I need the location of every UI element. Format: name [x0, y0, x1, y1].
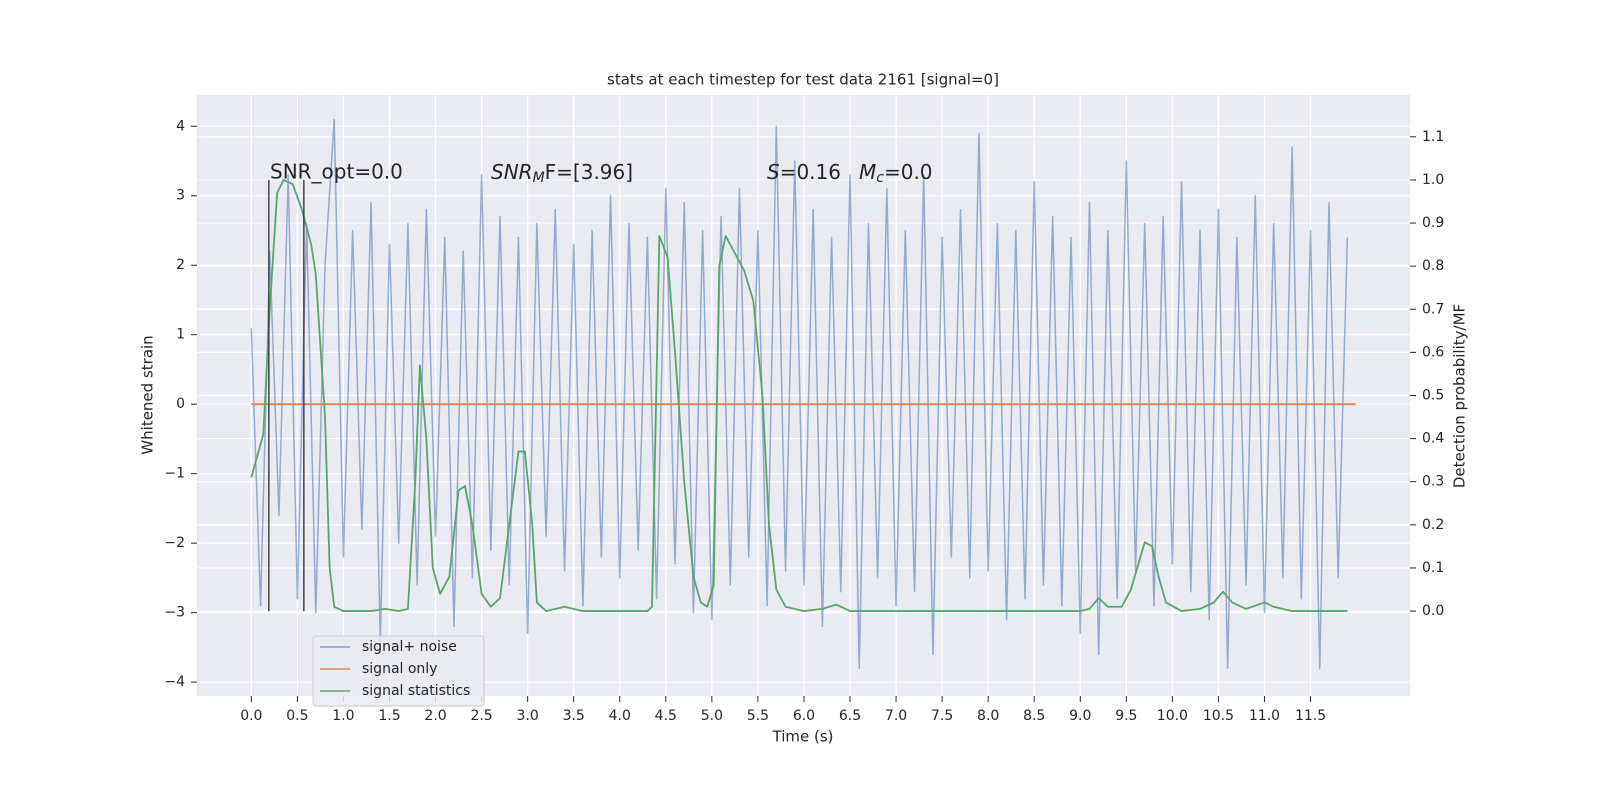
x-tick-label: 0.5: [286, 708, 308, 724]
y2-tick-label: 0.2: [1422, 517, 1444, 533]
y-tick-label: 4: [176, 118, 185, 134]
x-tick-label: 10.0: [1157, 708, 1188, 724]
annotation-part: S: [767, 160, 780, 184]
x-tick-label: 9.5: [1115, 708, 1137, 724]
axes: 0.0 0.5 1.0 1.5 2.0 2.5 3.0 3.5 4.0 4.5 5.0 5.5 6.0 6…: [164, 118, 1444, 724]
x-tick-label: 4.5: [655, 708, 677, 724]
y2-tick-label: 0.4: [1422, 431, 1444, 447]
x-tick-label: 4.0: [609, 708, 631, 724]
y-tick-label: −3: [164, 605, 185, 621]
x-tick-label: 2.0: [424, 708, 446, 724]
x-tick-label: 6.0: [793, 708, 815, 724]
annotation-part: M: [859, 160, 876, 184]
y2-axis-label: Detection probability/MF: [1451, 304, 1469, 488]
x-tick-label: 8.0: [977, 708, 999, 724]
annotation-sub: M: [533, 170, 545, 186]
annotation-sub: c: [876, 170, 884, 186]
x-tick-label: 11.0: [1249, 708, 1280, 724]
annotation-part: SNR: [491, 160, 533, 184]
y2-tick-label: 0.9: [1422, 215, 1444, 231]
legend-label: signal+ noise: [362, 639, 457, 655]
y-tick-label: 3: [176, 188, 185, 204]
y-tick-label: −1: [164, 466, 185, 482]
series-line: [250, 179, 1348, 612]
x-tick-label: 3.0: [517, 708, 539, 724]
x-tick-label: 5.5: [747, 708, 769, 724]
x-tick-label: 0.0: [240, 708, 262, 724]
x-tick-label: 11.5: [1295, 708, 1326, 724]
y2-tick-label: 1.0: [1422, 172, 1444, 188]
annotation-part: =0.16: [780, 160, 841, 184]
x-tick-label: 9.0: [1069, 708, 1091, 724]
x-axis-label: Time (s): [772, 728, 834, 746]
x-tick-label: 3.5: [563, 708, 585, 724]
y-tick-label: −2: [164, 535, 185, 551]
x-tick-label: 5.0: [701, 708, 723, 724]
y2-tick-label: 1.1: [1422, 129, 1444, 145]
x-tick-label: 7.0: [885, 708, 907, 724]
x-tick-label: 1.5: [378, 708, 400, 724]
y2-tick-label: 0.3: [1422, 474, 1444, 490]
y2-tick-label: 0.0: [1422, 603, 1444, 619]
chart-title: stats at each timestep for test data 216…: [607, 71, 999, 89]
y2-tick-label: 0.7: [1422, 301, 1444, 317]
y2-tick-label: 0.5: [1422, 388, 1444, 404]
y-tick-label: 0: [176, 396, 185, 412]
legend: signal+ noise signal only signal statistic…: [312, 635, 485, 707]
legend-label: signal statistics: [362, 683, 470, 699]
annotation: SNRMF=[3.96]: [491, 160, 633, 187]
annotation-part: F=[3.96]: [545, 160, 633, 184]
x-tick-label: 1.0: [332, 708, 354, 724]
y2-tick-label: 0.6: [1422, 344, 1444, 360]
y-tick-label: 2: [176, 257, 185, 273]
marks: [250, 118, 1356, 669]
annotation: Mc=0.0: [859, 160, 933, 187]
y2-tick-label: 0.8: [1422, 258, 1444, 274]
annotation-part: =0.0: [884, 160, 933, 184]
x-tick-label: 10.5: [1203, 708, 1234, 724]
y-tick-label: 1: [176, 327, 185, 343]
legend-label: signal only: [362, 661, 437, 677]
annotation: S=0.16: [767, 160, 841, 184]
legend-box: [312, 635, 485, 707]
y2-tick-label: 0.1: [1422, 560, 1444, 576]
x-tick-label: 2.5: [470, 708, 492, 724]
x-tick-label: 6.5: [839, 708, 861, 724]
y-axis-label: Whitened strain: [139, 335, 157, 454]
x-tick-label: 7.5: [931, 708, 953, 724]
x-tick-label: 8.5: [1023, 708, 1045, 724]
annotation: SNR_opt=0.0: [270, 160, 403, 184]
y-tick-label: −4: [164, 674, 185, 690]
series-line: [250, 118, 1349, 669]
